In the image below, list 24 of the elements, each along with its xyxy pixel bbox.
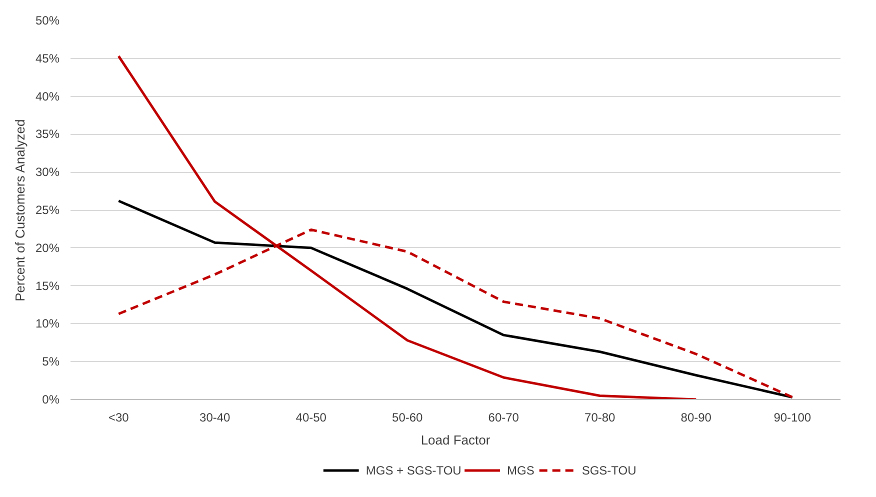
x-axis-title: Load Factor [420, 432, 491, 448]
x-tick-label: 40-50 [296, 410, 327, 424]
x-tick-label: 90-100 [774, 410, 812, 424]
y-tick-label: 50% [35, 14, 60, 28]
y-tick-label: 45% [35, 51, 60, 66]
legend-label: SGS-TOU [582, 464, 636, 478]
x-tick-label: <30 [108, 410, 130, 424]
x-tick-label: 30-40 [200, 410, 231, 424]
y-tick-label: 5% [42, 354, 60, 369]
x-tick-label: 70-80 [584, 410, 616, 424]
y-axis-title: Percent of Customers Analyzed [12, 119, 28, 302]
y-tick-label: 20% [35, 240, 60, 255]
y-tick-label: 40% [35, 89, 60, 104]
y-tick-label: 15% [35, 278, 60, 293]
y-tick-label: 25% [35, 203, 60, 217]
x-tick-label: 60-70 [488, 410, 520, 424]
y-tick-label: 0% [42, 392, 60, 406]
x-tick-label: 80-90 [680, 410, 712, 424]
legend-label: MGS + SGS-TOU [366, 464, 462, 478]
y-tick-label: 35% [35, 127, 60, 142]
y-tick-label: 10% [35, 316, 60, 331]
y-tick-label: 30% [35, 165, 60, 180]
legend-label: MGS [507, 464, 534, 478]
x-tick-label: 50-60 [392, 410, 424, 424]
